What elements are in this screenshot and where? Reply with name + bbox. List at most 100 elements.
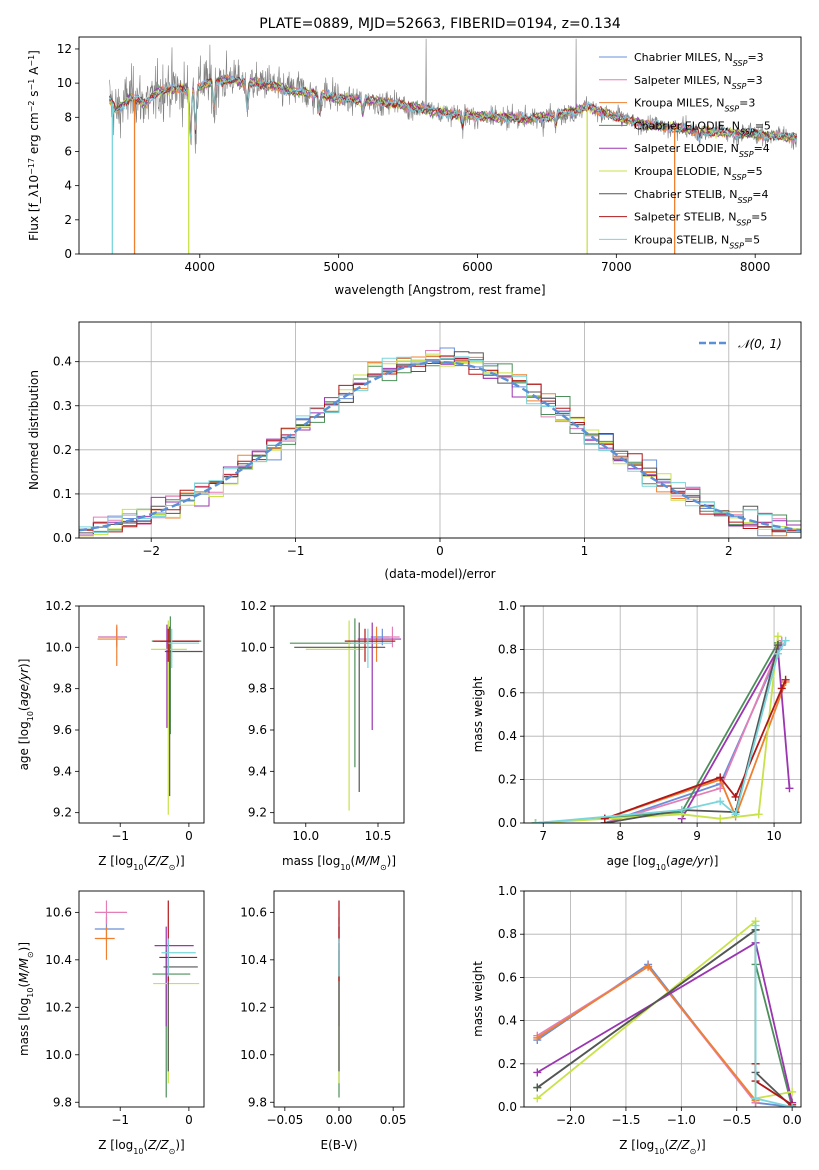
spectrum-frame [78,36,802,255]
massweight_vs_Z-ytick-label: 0.2 [498,1057,517,1071]
massweight_vs_age-marker [781,636,790,645]
massweight_vs_Z-marker [751,1094,760,1103]
massweight_vs_age-marker [531,819,540,823]
massweight_vs_age-line-3 [535,642,779,823]
age_vs_mass-frame [273,605,405,824]
age_vs_mass-xtick-label: 10.0 [292,829,319,843]
age_vs_mass-ytick-label: 9.8 [248,682,267,696]
mass_vs_Z-ytick-label: 10.4 [45,953,72,967]
residuals-normal-curve [79,360,801,532]
spectrum-xtick-label: 5000 [323,260,354,274]
massweight_vs_age-marker [773,649,782,658]
spectrum-legend-label: Chabrier ELODIE, NSSP=5 [634,119,771,136]
massweight_vs_Z-line-2 [536,965,757,1102]
age_vs_Z-ytick-label: 9.8 [53,682,72,696]
massweight_vs_age-xtick-label: 9 [693,829,701,843]
spectrum-ytick-label: 0 [64,247,72,261]
residuals-ytick-label: 0.0 [53,531,72,545]
massweight_vs_age-marker [785,784,794,793]
spectrum-legend-label: Chabrier MILES, NSSP=3 [634,51,764,68]
spectrum-xtick-label: 4000 [185,260,216,274]
massweight_vs_age-line-7 [604,679,787,820]
mass_vs_Z-xtick-label: −1 [111,1113,129,1127]
massweight_vs_Z-line-0 [536,963,793,1107]
massweight_vs_age-marker [754,810,763,819]
age_vs_Z-ytick-label: 9.6 [53,723,72,737]
residuals-histogram-8 [79,356,801,533]
residuals-frame [78,321,802,539]
residuals-xtick-label: −2 [142,544,160,558]
mass_vs_EBV-ytick-label: 9.8 [248,1095,267,1109]
massweight_vs_age-marker [773,641,782,650]
massweight_vs_Z-ylabel: mass weight [471,961,485,1037]
massweight_vs_age-ytick-label: 0.4 [498,729,517,743]
massweight_vs_Z-marker [533,1033,542,1042]
age_vs_mass-ytick-label: 9.4 [248,764,267,778]
massweight_vs_Z-marker [644,962,653,971]
age_vs_mass-xlabel: mass [log10(M/M⊙)] [282,854,396,872]
massweight_vs_age-marker [773,632,782,641]
spectrum-xlabel: wavelength [Angstrom, rest frame] [334,283,545,297]
massweight_vs_Z-line-4 [536,941,793,1103]
spectrum-legend-label: Salpeter ELODIE, NSSP=4 [634,142,770,159]
massweight_vs_age-ylabel: mass weight [471,676,485,752]
spectrum-ylabel: Flux [f_λ10−17 erg cm−2 s−1 A−1] [27,50,42,241]
mass_vs_Z-ytick-label: 10.0 [45,1048,72,1062]
massweight_vs_age-marker [731,792,740,801]
mass_vs_EBV-ytick-label: 10.0 [240,1048,267,1062]
massweight_vs_Z-plot [533,917,797,1107]
massweight_vs_age-line-6 [604,644,779,823]
age_vs_Z-plot [97,616,203,815]
massweight_vs_age-axes: 7 8 9 10 0.0 0.2 0.4 0.6 0.8 1.0 [498,599,801,843]
mass_vs_EBV-xtick-label: 0.00 [326,1113,353,1127]
mass_vs_EBV-ytick-label: 10.4 [240,953,267,967]
massweight_vs_Z-xtick-label: −0.5 [722,1113,751,1127]
mass_vs_EBV-ytick-label: 10.6 [240,905,267,919]
massweight_vs_age-marker [716,814,725,823]
mass_vs_Z-ytick-label: 10.6 [45,905,72,919]
massweight_vs_age-marker [677,805,686,814]
residuals-histogram-7 [79,355,801,533]
residuals-axes: −2 −1 0 1 2 0.0 0.1 0.2 0.3 0.4 [53,322,801,558]
age_vs_Z-frame [78,605,205,824]
age_vs_mass-ytick-label: 10.2 [240,599,267,613]
age_vs_Z-ytick-label: 10.2 [45,599,72,613]
spectrum-legend-label: Chabrier STELIB, NSSP=4 [634,188,768,205]
massweight_vs_age-frame [523,605,802,824]
massweight_vs_age-marker [777,684,786,693]
residuals-histogram-1 [79,350,801,536]
massweight_vs_Z-ytick-label: 0.4 [498,1014,517,1028]
residuals-xtick-label: 1 [581,544,589,558]
massweight_vs_age-plot [531,632,794,823]
massweight_vs_Z-ytick-label: 0.0 [498,1100,517,1114]
spectrum-ytick-label: 8 [64,110,72,124]
mass_vs_EBV-axes: −0.05 0.00 0.05 9.8 10.0 10.2 10.4 10.6 [240,905,406,1127]
spectrum-ytick-label: 4 [64,179,72,193]
massweight_vs_Z-ytick-label: 0.6 [498,970,517,984]
mass_vs_EBV-xtick-label: −0.05 [266,1113,303,1127]
mass_vs_Z-ytick-label: 9.8 [53,1095,72,1109]
massweight_vs_age-ytick-label: 0.6 [498,686,517,700]
massweight_vs_Z-line-1 [536,965,757,1104]
massweight_vs_Z-frame [523,890,802,1108]
massweight_vs_Z-marker [751,921,760,930]
age_vs_mass-ytick-label: 9.2 [248,806,267,820]
age_vs_Z-ytick-label: 9.2 [53,806,72,820]
massweight_vs_age-xtick-label: 7 [539,829,547,843]
mass_vs_Z-plot [94,900,200,1098]
spectrum-ytick-label: 2 [64,213,72,227]
massweight_vs_age-ytick-label: 0.2 [498,773,517,787]
residuals-ytick-label: 0.2 [53,443,72,457]
age_vs_mass-ytick-label: 10.0 [240,640,267,654]
residuals-xlabel: (data-model)/error [384,567,495,581]
massweight_vs_age-marker [716,797,725,806]
spectrum-legend-label: Kroupa MILES, NSSP=3 [634,97,755,114]
mass_vs_Z-ytick-label: 10.2 [45,1000,72,1014]
mass_vs_Z-frame [78,890,205,1108]
spectrum-xtick-label: 7000 [601,260,632,274]
spectrum-model-line-8 [109,75,798,142]
mass_vs_EBV-ytick-label: 10.2 [240,1000,267,1014]
massweight_vs_age-ytick-label: 0.8 [498,642,517,656]
age_vs_Z-ytick-label: 10.0 [45,640,72,654]
